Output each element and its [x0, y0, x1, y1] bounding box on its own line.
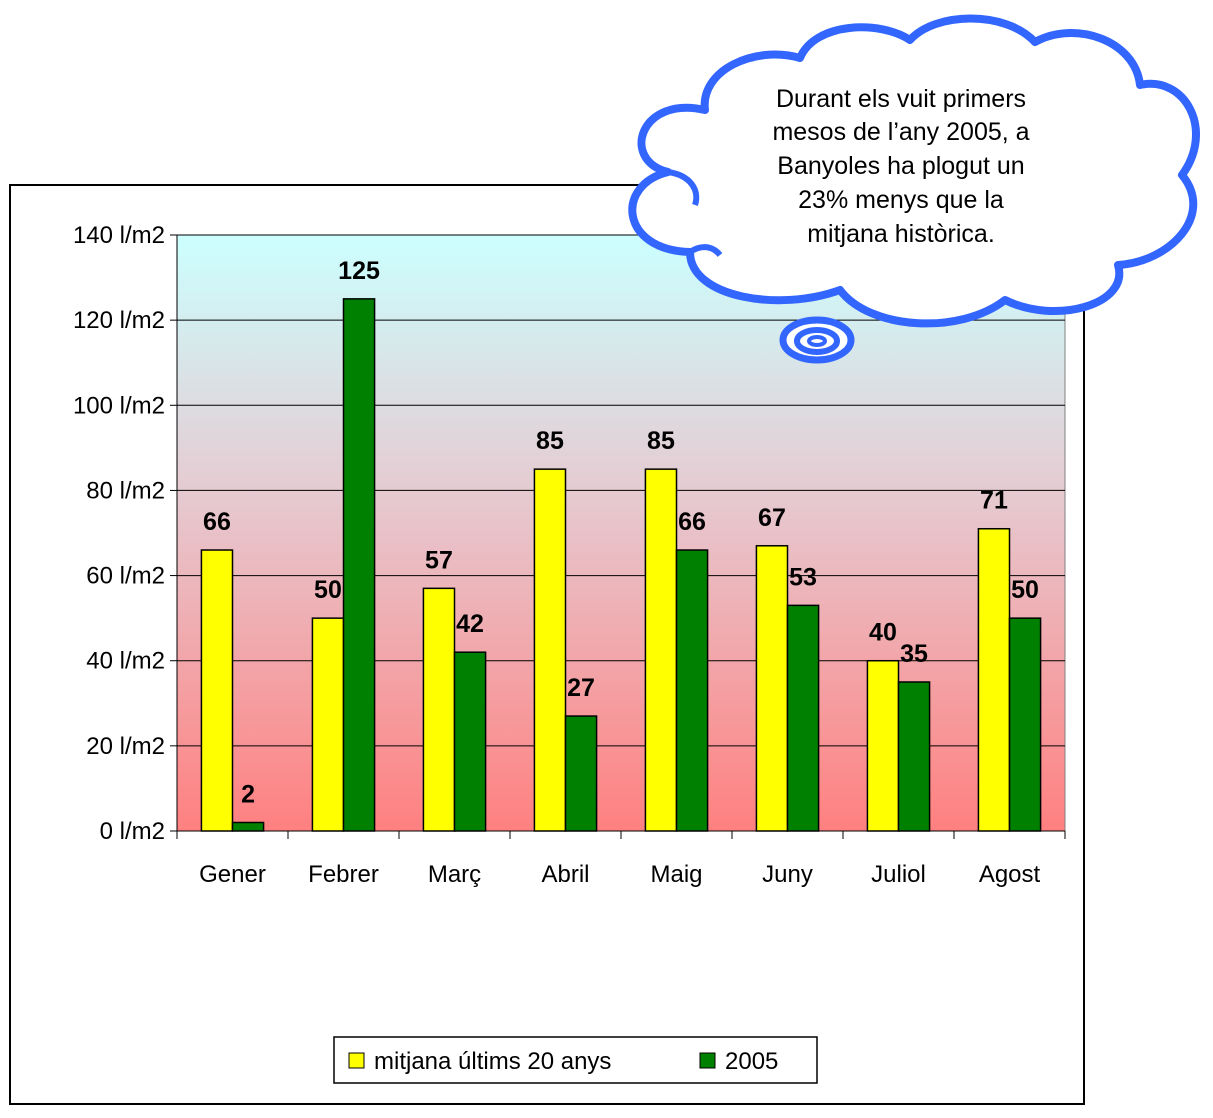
bar-2005	[786, 604, 820, 832]
cloud-tail-inner	[807, 335, 827, 347]
data-label: 85	[647, 427, 675, 455]
bar-2005	[675, 549, 709, 832]
bar-mitjana	[200, 549, 234, 832]
callout-line-1: Durant els vuit primers	[776, 85, 1026, 113]
bar-mitjana	[755, 545, 789, 832]
data-label: 40	[869, 619, 897, 647]
bar-2005	[564, 715, 598, 832]
x-tick-label: Juliol	[871, 861, 926, 888]
bar-2005	[453, 651, 487, 832]
axes: 0 l/m2 20 l/m2 40 l/m2 60 l/m2 80 l/m2 100 l/…	[73, 222, 1066, 888]
bar-2005	[1008, 617, 1042, 832]
data-label: 50	[314, 576, 342, 604]
legend: mitjana últims 20 anys 2005	[333, 1036, 818, 1084]
legend-swatch-mitjana	[348, 1052, 365, 1069]
y-tick-label: 80 l/m2	[86, 477, 165, 504]
data-label: 125	[338, 257, 380, 285]
callout-line-4: 23% menys que la	[798, 186, 1004, 214]
data-label: 66	[678, 508, 706, 536]
y-tick-label: 140 l/m2	[73, 222, 165, 249]
bar-2005	[231, 821, 265, 832]
data-label: 2	[241, 780, 255, 808]
x-tick-label: Gener	[199, 861, 266, 888]
x-tick-label: Abril	[541, 861, 589, 888]
cloud-bump-inner	[688, 244, 723, 258]
callout-line-3: Banyoles ha plogut un	[777, 152, 1024, 180]
data-label: 57	[425, 546, 453, 574]
data-label: 35	[900, 640, 928, 668]
data-label: 53	[789, 563, 817, 591]
y-tick-label: 120 l/m2	[73, 307, 165, 334]
data-label: 42	[456, 610, 484, 638]
y-tick-label: 20 l/m2	[86, 733, 165, 760]
data-label: 67	[758, 504, 786, 532]
bar-mitjana	[533, 468, 567, 832]
cloud-bump-inner	[667, 169, 700, 206]
legend-box	[333, 1036, 818, 1084]
callout-line-2: mesos de l’any 2005, a	[772, 118, 1029, 146]
bar-mitjana	[866, 659, 900, 832]
x-tick-label: Juny	[762, 861, 813, 888]
bar-mitjana	[977, 527, 1011, 832]
bar-mitjana	[311, 617, 345, 832]
cloud-shape	[628, 14, 1200, 328]
bar-mitjana	[422, 587, 456, 832]
bar-2005	[897, 681, 931, 832]
data-label: 66	[203, 508, 231, 536]
legend-swatch-2005	[699, 1052, 716, 1069]
legend-label-2005: 2005	[725, 1048, 778, 1075]
x-tick-label: Febrer	[308, 861, 379, 888]
data-label: 85	[536, 427, 564, 455]
data-label: 27	[567, 674, 595, 702]
bar-2005	[342, 298, 376, 832]
callout-bubble: Durant els vuit primers mesos de l’any 2…	[628, 14, 1200, 364]
y-tick-label: 0 l/m2	[100, 818, 165, 845]
callout-line-5: mitjana històrica.	[807, 220, 995, 248]
y-tick-label: 100 l/m2	[73, 392, 165, 419]
data-labels: 66 50 57 85 85 67 40 71 2 125 42 27 66 53 35 50	[203, 257, 1039, 809]
data-label: 50	[1011, 576, 1039, 604]
x-tick-label: Maig	[650, 861, 702, 888]
x-tick-label: Agost	[979, 861, 1041, 888]
bar-mitjana	[644, 468, 678, 832]
bars	[200, 298, 1042, 832]
x-tick-label: Març	[428, 861, 481, 888]
y-tick-label: 40 l/m2	[86, 648, 165, 675]
data-label: 71	[980, 487, 1008, 515]
y-tick-label: 60 l/m2	[86, 563, 165, 590]
legend-label-mitjana: mitjana últims 20 anys	[374, 1048, 611, 1075]
